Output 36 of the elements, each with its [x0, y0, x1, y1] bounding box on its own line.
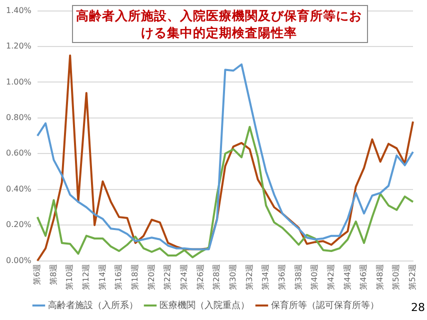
x-tick-label: 第28週: [212, 264, 222, 290]
x-tick-label: 第6週: [32, 264, 42, 285]
legend-label: 高齢者施設（入所系）: [48, 300, 138, 311]
x-tick-label: 第12週: [81, 264, 90, 290]
y-tick-label: 1.40%: [6, 6, 32, 15]
y-tick-label: 0.40%: [6, 184, 32, 194]
x-tick-label: 第40週: [310, 264, 320, 290]
y-tick-label: 0.20%: [6, 220, 32, 230]
x-tick-label: 第30週: [228, 264, 238, 290]
text: 28: [411, 301, 425, 314]
legend-label: 保育所等（認可保育所等）: [270, 300, 379, 311]
x-tick-label: 第10週: [65, 264, 74, 290]
y-tick-label: 0.60%: [6, 148, 32, 158]
x-tick-label: 第48週: [375, 264, 384, 290]
x-tick-label: 第32週: [244, 264, 254, 290]
x-tick-label: 第36週: [277, 264, 286, 290]
x-tick-label: 第38週: [294, 264, 303, 290]
y-tick-label: 0.80%: [6, 113, 32, 122]
x-tick-label: 第34週: [261, 264, 270, 290]
x-tick-label: 第50週: [392, 264, 401, 290]
x-tick-label: 第42週: [326, 264, 336, 290]
x-tick-label: 第24週: [179, 264, 188, 290]
x-tick-label: 第16週: [114, 264, 124, 290]
y-tick-label: 0.00%: [6, 256, 32, 265]
y-tick-label: 1.00%: [6, 77, 32, 86]
x-tick-label: 第46週: [359, 264, 368, 290]
x-tick-label: 第26週: [196, 264, 205, 290]
x-tick-label: 第22週: [163, 264, 172, 290]
legend-label: 医療機関（入院重点）: [159, 300, 250, 311]
y-tick-label: 1.20%: [6, 42, 32, 51]
x-tick-label: 第18週: [130, 264, 140, 290]
x-tick-label: 第8週: [48, 264, 58, 285]
x-tick-label: 第20週: [146, 264, 156, 290]
x-tick-label: 第44週: [342, 264, 352, 290]
x-tick-label: 第52週: [408, 264, 418, 290]
x-tick-label: 第14週: [98, 264, 107, 290]
